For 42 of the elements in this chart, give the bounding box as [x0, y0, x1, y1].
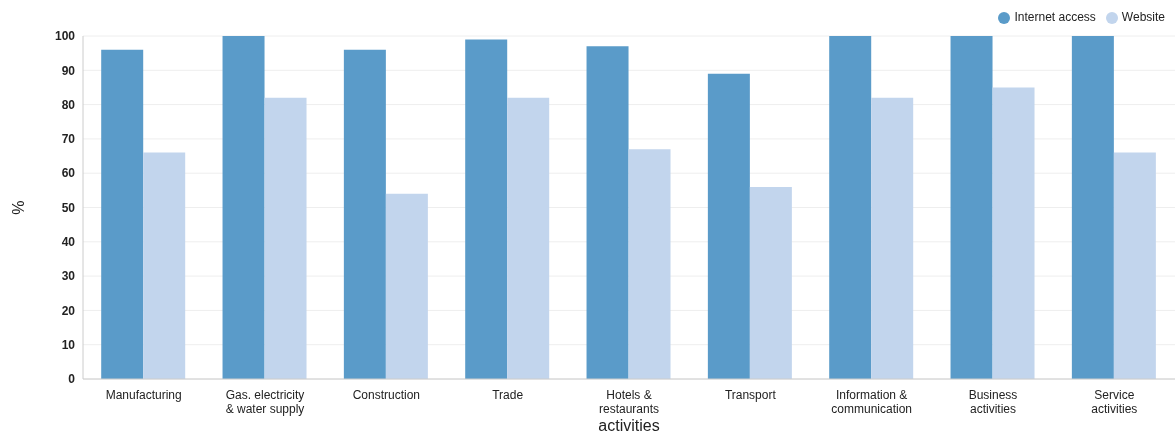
y-tick-label: 90 [61, 63, 76, 78]
x-tick-label: Transport [724, 388, 777, 402]
bar [992, 87, 1035, 379]
bar [1071, 36, 1114, 379]
bar [707, 73, 750, 379]
bar [950, 36, 993, 379]
y-tick-label: 70 [61, 132, 76, 147]
bar [871, 97, 914, 379]
legend-label: Website [1121, 10, 1165, 24]
x-tick-label: Hotels & restaurants [598, 388, 660, 416]
legend-label: Internet access [1014, 10, 1096, 24]
bar [1113, 152, 1156, 379]
bar [628, 149, 671, 379]
x-tick-label: Construction [352, 388, 421, 402]
x-tick-label: Gas. electricity & water supply [225, 388, 305, 416]
bar [586, 46, 629, 379]
y-tick-label: 60 [61, 166, 76, 181]
x-tick-label: Trade [492, 388, 524, 402]
bar [101, 49, 144, 379]
y-tick-label: 20 [61, 303, 76, 318]
y-axis-title: % [9, 200, 27, 215]
bar [343, 49, 386, 379]
bar [749, 186, 792, 379]
y-tick-label: 10 [61, 337, 76, 352]
x-tick-label: Information & communication [831, 388, 913, 416]
bar [143, 152, 186, 379]
bar [829, 36, 872, 379]
x-tick-label: Service activities [1091, 388, 1138, 416]
bar [507, 97, 550, 379]
x-tick-label: Manufacturing [105, 388, 182, 402]
x-tick-label: Business activities [968, 388, 1018, 416]
y-tick-label: 40 [61, 235, 76, 250]
bar [264, 97, 307, 379]
bar [465, 39, 508, 379]
bar [222, 36, 265, 379]
y-tick-label: 50 [61, 200, 76, 215]
x-axis-title: activities [598, 417, 660, 433]
y-tick-label: 80 [61, 97, 76, 112]
y-tick-label: 0 [68, 372, 76, 387]
bar [385, 193, 428, 379]
y-tick-label: 30 [61, 269, 76, 284]
y-tick-label: 100 [54, 29, 76, 44]
